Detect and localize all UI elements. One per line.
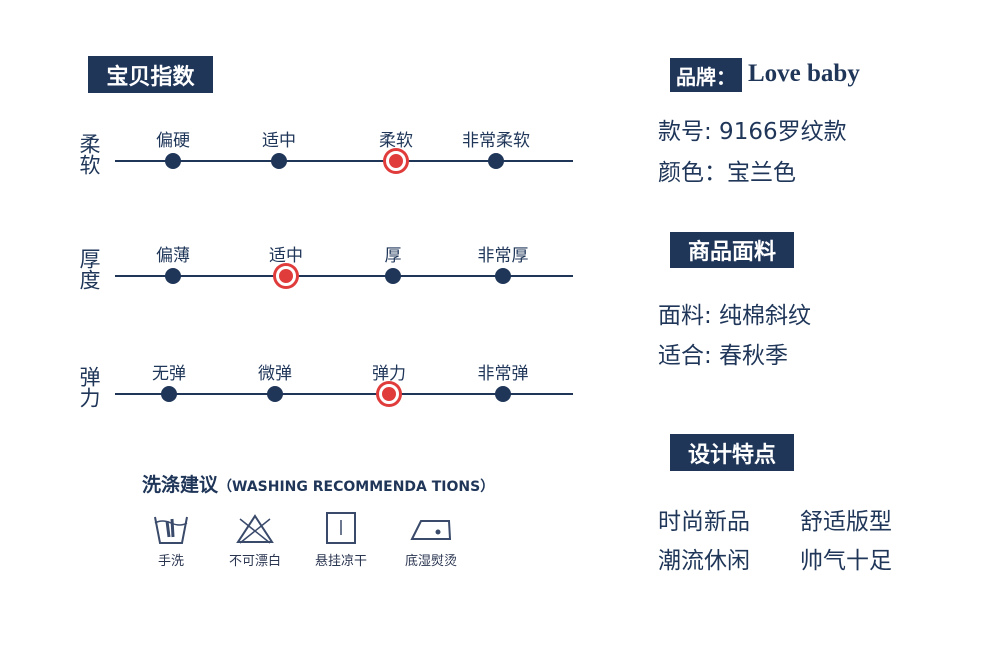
wash-label: 不可漂白 xyxy=(228,554,282,569)
fabric-title: 商品面料 xyxy=(670,232,794,268)
iron-icon xyxy=(410,520,452,540)
scale-dot xyxy=(165,268,181,284)
scale-option-label: 非常弹 xyxy=(477,364,529,384)
style-number: 款号: 9166罗纹款 xyxy=(658,119,847,145)
wash-label: 悬挂凉干 xyxy=(314,554,368,569)
brand-name: Love baby xyxy=(748,60,860,87)
design-title: 设计特点 xyxy=(670,434,794,471)
scale-name: 厚度 xyxy=(77,248,101,290)
scale-option-label: 厚 xyxy=(384,246,402,266)
scale-option-label: 适中 xyxy=(269,246,303,266)
scale-option-label: 偏薄 xyxy=(156,246,190,266)
scale-dot xyxy=(267,386,283,402)
brand-label: 品牌： xyxy=(670,58,742,92)
feature: 帅气十足 xyxy=(800,548,892,574)
scale-line xyxy=(115,160,573,162)
scale-dot-selected xyxy=(386,151,406,171)
scale-option-label: 柔软 xyxy=(379,131,413,151)
scale-option-label: 无弹 xyxy=(152,364,186,384)
index-title: 宝贝指数 xyxy=(88,56,213,93)
hang-dry-icon xyxy=(326,512,356,544)
scale-dot xyxy=(165,153,181,169)
scale-option-label: 弹力 xyxy=(372,364,406,384)
feature: 潮流休闲 xyxy=(658,548,750,574)
scale-line xyxy=(115,275,573,277)
scale-dot xyxy=(488,153,504,169)
scale-dot xyxy=(495,386,511,402)
season-info: 适合: 春秋季 xyxy=(658,343,789,369)
feature: 舒适版型 xyxy=(800,509,892,535)
hand-wash-icon xyxy=(154,516,188,544)
color-info: 颜色：宝兰色 xyxy=(658,160,796,186)
scale-dot-selected xyxy=(379,384,399,404)
washing-heading: 洗涤建议（WASHING RECOMMENDA TIONS） xyxy=(142,470,494,497)
scale-option-label: 非常厚 xyxy=(477,246,529,266)
wash-label: 底湿熨烫 xyxy=(404,554,458,569)
wash-label: 手洗 xyxy=(157,554,185,569)
scale-dot xyxy=(161,386,177,402)
scale-option-label: 偏硬 xyxy=(156,131,190,151)
scale-option-label: 非常柔软 xyxy=(462,131,530,151)
scale-dot xyxy=(271,153,287,169)
feature: 时尚新品 xyxy=(658,509,750,535)
scale-line xyxy=(115,393,573,395)
washing-title: 洗涤建议 xyxy=(142,474,219,496)
no-bleach-icon xyxy=(236,514,274,544)
scale-dot xyxy=(385,268,401,284)
scale-name: 弹力 xyxy=(77,366,101,408)
scale-dot xyxy=(495,268,511,284)
scale-name: 柔软 xyxy=(77,133,101,175)
fabric-info: 面料: 纯棉斜纹 xyxy=(658,303,812,329)
scale-option-label: 微弹 xyxy=(258,364,292,384)
scale-option-label: 适中 xyxy=(262,131,296,151)
washing-subtitle: （WASHING RECOMMENDA TIONS） xyxy=(218,479,495,495)
scale-dot-selected xyxy=(276,266,296,286)
